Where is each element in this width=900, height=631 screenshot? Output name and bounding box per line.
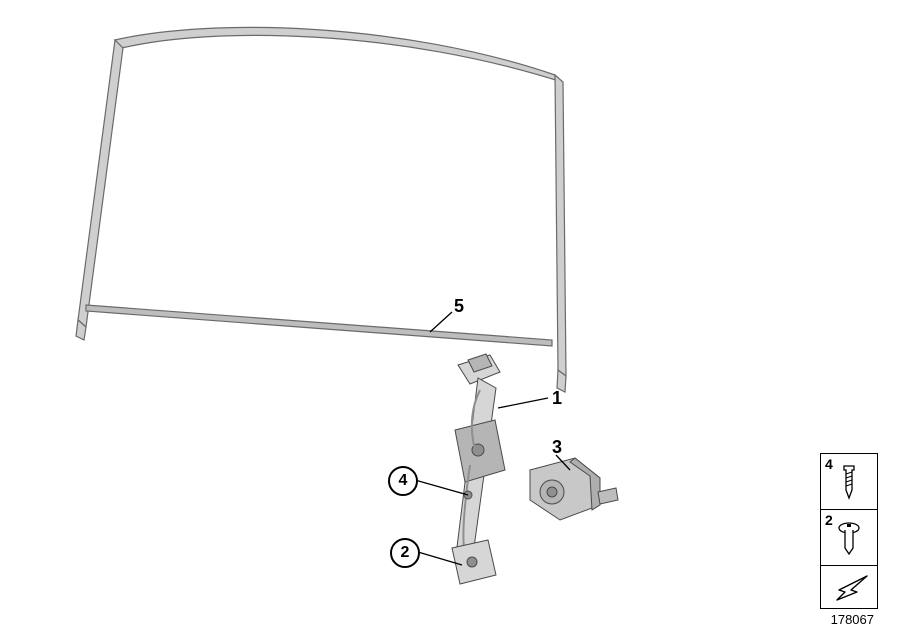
callout-4-circled: 4 xyxy=(388,466,418,496)
direction-arrow-icon xyxy=(827,570,871,604)
image-id: 178067 xyxy=(831,612,874,627)
hardware-legend: 4 2 xyxy=(820,453,878,609)
screw-icon xyxy=(838,462,860,502)
legend-num-4: 4 xyxy=(825,456,833,472)
window-regulator xyxy=(452,354,505,584)
window-motor xyxy=(530,458,618,520)
legend-num-2: 2 xyxy=(825,512,833,528)
bolt-icon xyxy=(835,518,863,558)
legend-row-4: 4 xyxy=(821,454,877,510)
parts-illustration xyxy=(0,0,900,631)
callout-1: 1 xyxy=(552,388,562,409)
legend-row-2: 2 xyxy=(821,510,877,566)
callout-3: 3 xyxy=(552,437,562,458)
legend-row-arrow xyxy=(821,566,877,608)
callout-2-circled: 2 xyxy=(390,538,420,568)
diagram-canvas: 1 3 5 4 2 4 2 178067 xyxy=(0,0,900,631)
window-frame xyxy=(76,27,566,392)
callout-5: 5 xyxy=(454,296,464,317)
